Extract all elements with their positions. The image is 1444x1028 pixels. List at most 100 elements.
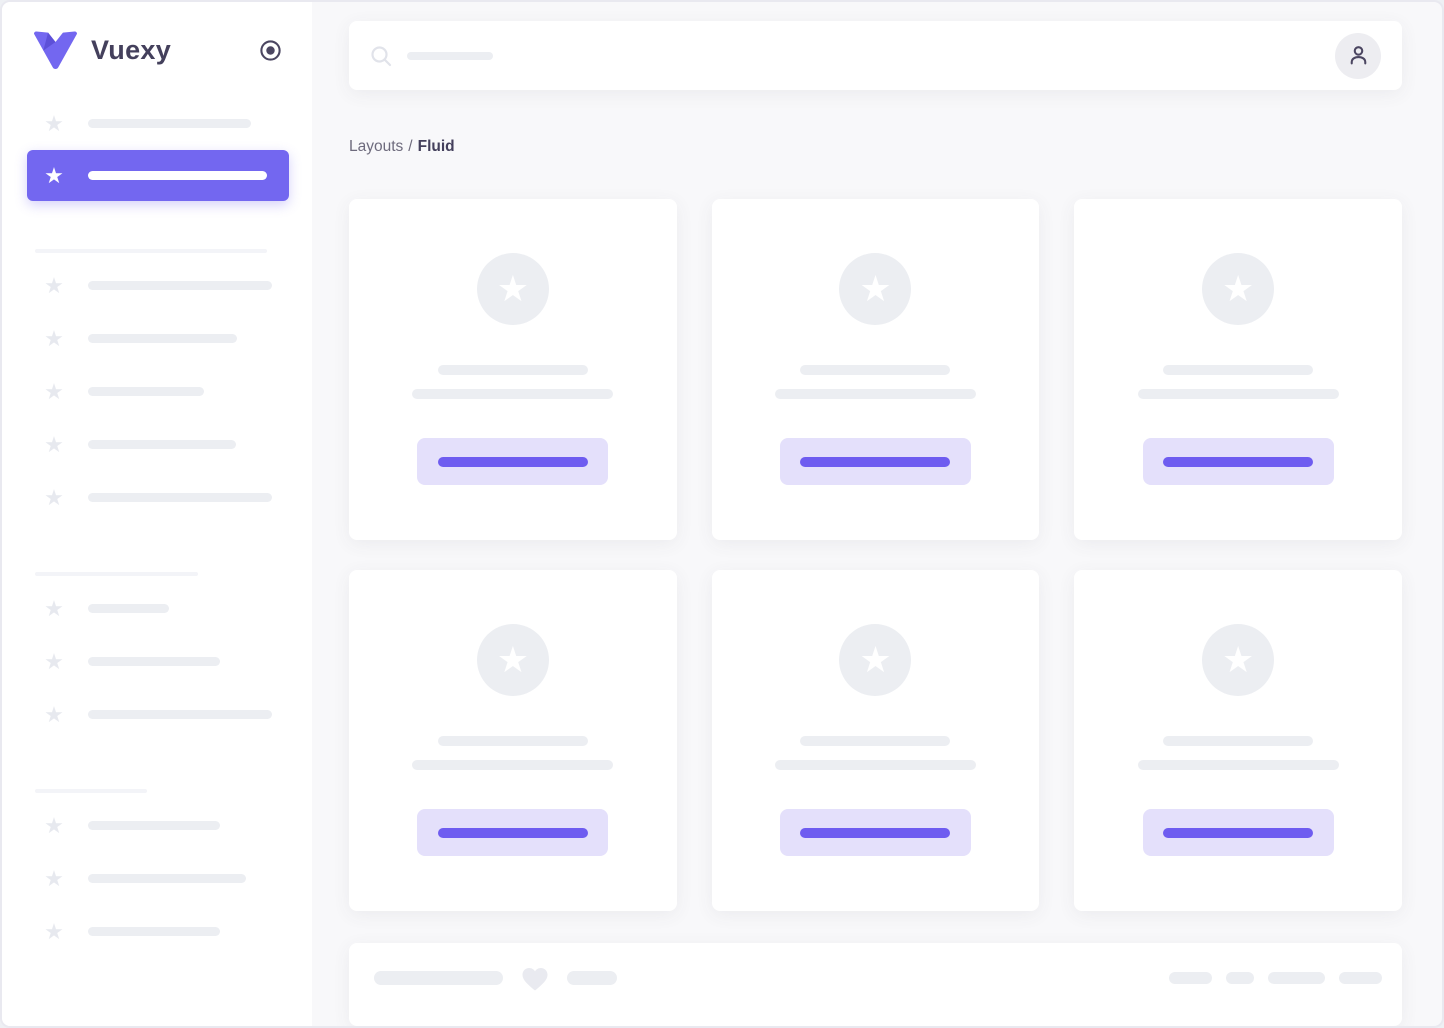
star-icon: ★ — [44, 648, 64, 674]
card-avatar-circle: ★ — [1202, 253, 1275, 325]
card-title-skeleton — [437, 365, 588, 375]
button-label-skeleton — [1163, 827, 1314, 838]
card-subtitle-skeleton — [774, 760, 976, 770]
app-title: Vuexy — [91, 34, 172, 65]
sidebar-item-active[interactable]: ★ — [27, 150, 289, 201]
sidebar-item[interactable]: ★ — [2, 688, 312, 741]
menu-label-skeleton — [88, 874, 246, 883]
menu-label-skeleton — [88, 387, 204, 396]
footer-link-skeleton — [1339, 971, 1382, 984]
button-label-skeleton — [437, 456, 588, 467]
card-subtitle-skeleton — [1137, 760, 1339, 770]
search-icon — [371, 45, 392, 66]
card-subtitle-skeleton — [774, 389, 976, 399]
star-icon: ★ — [44, 595, 64, 621]
menu-pin-toggle-icon[interactable] — [259, 39, 282, 62]
card-title-skeleton — [800, 365, 951, 375]
card-subtitle-skeleton — [412, 389, 614, 399]
card: ★ — [711, 570, 1040, 911]
sidebar-item[interactable]: ★ — [2, 471, 312, 524]
card: ★ — [1074, 570, 1402, 911]
sidebar-item[interactable]: ★ — [2, 312, 312, 365]
footer-right — [1169, 971, 1382, 984]
breadcrumb-section[interactable]: Layouts — [349, 138, 404, 155]
breadcrumb: Layouts / Fluid — [349, 136, 1402, 157]
sidebar: Vuexy ★ ★ ★ ★ ★ ★ ★ ★ ★ ★ ★ ★ ★ — [2, 2, 312, 1026]
star-icon: ★ — [44, 812, 64, 838]
menu-label-skeleton — [88, 821, 220, 830]
sidebar-menu: ★ ★ ★ ★ ★ ★ ★ ★ ★ ★ ★ ★ ★ — [2, 97, 312, 958]
card-action-button[interactable] — [779, 438, 971, 485]
vuexy-logo-icon — [33, 31, 78, 70]
card-action-button[interactable] — [1142, 809, 1334, 856]
main-content: Layouts / Fluid ★ ★ ★ ★ ★ ★ — [312, 2, 1442, 1026]
star-icon: ★ — [44, 272, 64, 298]
person-icon — [1350, 46, 1366, 65]
footer-link-skeleton — [1226, 971, 1254, 984]
card: ★ — [349, 570, 677, 911]
footer-text-skeleton — [567, 970, 617, 985]
button-label-skeleton — [800, 827, 951, 838]
footer-link-skeleton — [1268, 971, 1325, 984]
card-subtitle-skeleton — [1137, 389, 1339, 399]
footer-text-skeleton — [374, 970, 503, 985]
sidebar-item[interactable]: ★ — [2, 259, 312, 312]
menu-label-skeleton — [88, 710, 272, 719]
star-icon: ★ — [496, 639, 529, 680]
star-icon: ★ — [44, 378, 64, 404]
card-action-button[interactable] — [779, 809, 971, 856]
star-icon: ★ — [859, 639, 892, 680]
card-title-skeleton — [800, 736, 951, 746]
sidebar-item[interactable]: ★ — [2, 418, 312, 471]
card: ★ — [349, 199, 677, 540]
search-input[interactable] — [370, 45, 493, 67]
star-icon: ★ — [1222, 268, 1255, 309]
star-icon: ★ — [44, 865, 64, 891]
menu-label-skeleton — [88, 171, 267, 180]
card-action-button[interactable] — [1142, 438, 1334, 485]
heart-icon — [522, 967, 548, 990]
breadcrumb-separator: / — [408, 138, 413, 155]
menu-label-skeleton — [88, 119, 251, 128]
menu-label-skeleton — [88, 440, 236, 449]
footer-link-skeleton — [1169, 971, 1212, 984]
menu-label-skeleton — [88, 927, 220, 936]
breadcrumb-current: Fluid — [417, 138, 455, 155]
star-icon: ★ — [1222, 639, 1255, 680]
card-subtitle-skeleton — [412, 760, 614, 770]
star-icon: ★ — [44, 162, 64, 188]
button-label-skeleton — [437, 827, 588, 838]
star-icon: ★ — [496, 268, 529, 309]
search-placeholder-skeleton — [407, 51, 493, 60]
card-avatar-circle: ★ — [476, 253, 549, 325]
card: ★ — [1074, 199, 1402, 540]
menu-label-skeleton — [88, 281, 272, 290]
sidebar-section-divider — [35, 572, 198, 576]
card-action-button[interactable] — [417, 438, 609, 485]
card: ★ — [711, 199, 1040, 540]
user-menu-button[interactable] — [1335, 32, 1381, 79]
star-icon: ★ — [44, 325, 64, 351]
star-icon: ★ — [44, 110, 64, 136]
footer-left — [374, 964, 617, 992]
header-bar — [349, 21, 1402, 90]
logo[interactable]: Vuexy — [2, 2, 312, 70]
menu-label-skeleton — [88, 334, 237, 343]
sidebar-item[interactable]: ★ — [2, 905, 312, 958]
sidebar-item[interactable]: ★ — [2, 852, 312, 905]
sidebar-item[interactable]: ★ — [2, 799, 312, 852]
card-avatar-circle: ★ — [839, 253, 912, 325]
card-avatar-circle: ★ — [1202, 624, 1275, 696]
sidebar-item[interactable]: ★ — [2, 365, 312, 418]
menu-label-skeleton — [88, 657, 220, 666]
star-icon: ★ — [44, 701, 64, 727]
cards-grid: ★ ★ ★ ★ ★ ★ — [349, 199, 1402, 911]
card-action-button[interactable] — [417, 809, 609, 856]
footer — [349, 943, 1402, 1026]
card-title-skeleton — [437, 736, 588, 746]
card-avatar-circle: ★ — [476, 624, 549, 696]
sidebar-item[interactable]: ★ — [2, 582, 312, 635]
menu-label-skeleton — [88, 493, 272, 502]
sidebar-item[interactable]: ★ — [2, 97, 312, 150]
sidebar-item[interactable]: ★ — [2, 635, 312, 688]
